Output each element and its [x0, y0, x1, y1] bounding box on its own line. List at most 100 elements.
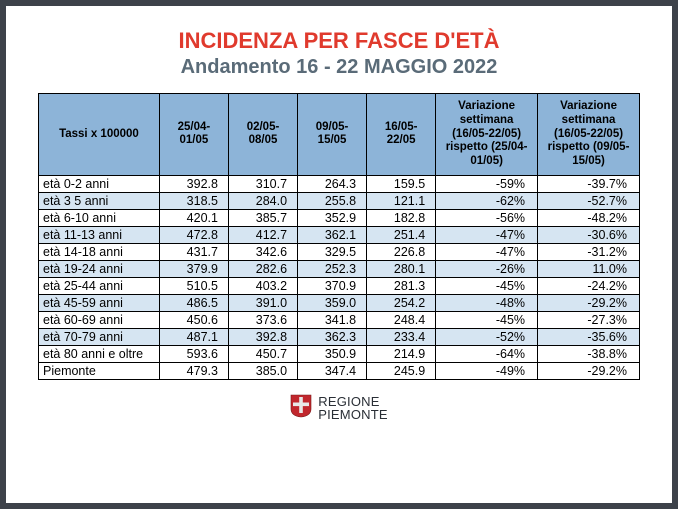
cell-variation: -35.6% — [538, 328, 640, 345]
cell-value: 282.6 — [228, 260, 297, 277]
table-row: età 45-59 anni486.5391.0359.0254.2-48%-2… — [39, 294, 640, 311]
cell-variation: -64% — [436, 345, 538, 362]
cell-variation: -47% — [436, 243, 538, 260]
cell-value: 121.1 — [367, 192, 436, 209]
cell-variation: -48.2% — [538, 209, 640, 226]
col-header-var2: Variazione settimana (16/05-22/05) rispe… — [538, 94, 640, 176]
col-header-week1: 25/04-01/05 — [159, 94, 228, 176]
cell-variation: -45% — [436, 277, 538, 294]
cell-variation: -31.2% — [538, 243, 640, 260]
cell-variation: -24.2% — [538, 277, 640, 294]
cell-value: 310.7 — [228, 175, 297, 192]
table-row: Piemonte479.3385.0347.4245.9-49%-29.2% — [39, 362, 640, 379]
cell-value: 479.3 — [159, 362, 228, 379]
cell-value: 420.1 — [159, 209, 228, 226]
table-row: età 70-79 anni487.1392.8362.3233.4-52%-3… — [39, 328, 640, 345]
cell-variation: -52.7% — [538, 192, 640, 209]
cell-variation: 11.0% — [538, 260, 640, 277]
cell-variation: -52% — [436, 328, 538, 345]
cell-value: 264.3 — [298, 175, 367, 192]
cell-value: 510.5 — [159, 277, 228, 294]
cell-variation: -26% — [436, 260, 538, 277]
cell-variation: -48% — [436, 294, 538, 311]
cell-variation: -29.2% — [538, 294, 640, 311]
row-label: età 60-69 anni — [39, 311, 160, 328]
cell-value: 391.0 — [228, 294, 297, 311]
row-label: età 25-44 anni — [39, 277, 160, 294]
cell-variation: -49% — [436, 362, 538, 379]
cell-value: 392.8 — [159, 175, 228, 192]
cell-value: 450.6 — [159, 311, 228, 328]
cell-value: 347.4 — [298, 362, 367, 379]
cell-variation: -45% — [436, 311, 538, 328]
cell-value: 403.2 — [228, 277, 297, 294]
document-frame: INCIDENZA PER FASCE D'ETÀ Andamento 16 -… — [0, 0, 678, 509]
footer-text: REGIONE PIEMONTE — [318, 395, 388, 421]
page-subtitle: Andamento 16 - 22 MAGGIO 2022 — [38, 56, 640, 79]
table-row: età 80 anni e oltre593.6450.7350.9214.9-… — [39, 345, 640, 362]
cell-value: 486.5 — [159, 294, 228, 311]
col-header-week3: 09/05-15/05 — [298, 94, 367, 176]
cell-value: 593.6 — [159, 345, 228, 362]
cell-value: 159.5 — [367, 175, 436, 192]
table-row: età 0-2 anni392.8310.7264.3159.5-59%-39.… — [39, 175, 640, 192]
cell-value: 318.5 — [159, 192, 228, 209]
table-row: età 60-69 anni450.6373.6341.8248.4-45%-2… — [39, 311, 640, 328]
cell-value: 362.1 — [298, 226, 367, 243]
cell-variation: -29.2% — [538, 362, 640, 379]
regione-shield-icon — [290, 394, 312, 423]
table-row: età 6-10 anni420.1385.7352.9182.8-56%-48… — [39, 209, 640, 226]
table-body: età 0-2 anni392.8310.7264.3159.5-59%-39.… — [39, 175, 640, 379]
row-label: età 3 5 anni — [39, 192, 160, 209]
cell-value: 352.9 — [298, 209, 367, 226]
cell-value: 362.3 — [298, 328, 367, 345]
cell-value: 359.0 — [298, 294, 367, 311]
cell-value: 350.9 — [298, 345, 367, 362]
cell-variation: -59% — [436, 175, 538, 192]
cell-variation: -38.8% — [538, 345, 640, 362]
cell-value: 450.7 — [228, 345, 297, 362]
cell-value: 251.4 — [367, 226, 436, 243]
cell-value: 255.8 — [298, 192, 367, 209]
col-header-week4: 16/05-22/05 — [367, 94, 436, 176]
cell-value: 226.8 — [367, 243, 436, 260]
cell-variation: -47% — [436, 226, 538, 243]
cell-value: 329.5 — [298, 243, 367, 260]
cell-value: 182.8 — [367, 209, 436, 226]
row-label: Piemonte — [39, 362, 160, 379]
col-header-var1: Variazione settimana (16/05-22/05) rispe… — [436, 94, 538, 176]
page-title: INCIDENZA PER FASCE D'ETÀ — [38, 28, 640, 54]
cell-value: 379.9 — [159, 260, 228, 277]
table-row: età 25-44 anni510.5403.2370.9281.3-45%-2… — [39, 277, 640, 294]
cell-variation: -62% — [436, 192, 538, 209]
footer-line2: PIEMONTE — [318, 407, 388, 422]
cell-value: 248.4 — [367, 311, 436, 328]
cell-value: 341.8 — [298, 311, 367, 328]
cell-value: 342.6 — [228, 243, 297, 260]
footer: REGIONE PIEMONTE — [38, 394, 640, 423]
cell-value: 233.4 — [367, 328, 436, 345]
row-label: età 70-79 anni — [39, 328, 160, 345]
row-label: età 19-24 anni — [39, 260, 160, 277]
row-label: età 45-59 anni — [39, 294, 160, 311]
row-label: età 6-10 anni — [39, 209, 160, 226]
row-label: età 11-13 anni — [39, 226, 160, 243]
cell-value: 392.8 — [228, 328, 297, 345]
col-header-week2: 02/05-08/05 — [228, 94, 297, 176]
cell-value: 385.7 — [228, 209, 297, 226]
cell-value: 472.8 — [159, 226, 228, 243]
cell-value: 214.9 — [367, 345, 436, 362]
cell-value: 245.9 — [367, 362, 436, 379]
row-label: età 14-18 anni — [39, 243, 160, 260]
col-header-label: Tassi x 100000 — [39, 94, 160, 176]
table-row: età 19-24 anni379.9282.6252.3280.1-26%11… — [39, 260, 640, 277]
cell-value: 385.0 — [228, 362, 297, 379]
cell-value: 487.1 — [159, 328, 228, 345]
cell-variation: -27.3% — [538, 311, 640, 328]
row-label: età 0-2 anni — [39, 175, 160, 192]
cell-value: 252.3 — [298, 260, 367, 277]
table-row: età 3 5 anni318.5284.0255.8121.1-62%-52.… — [39, 192, 640, 209]
cell-value: 412.7 — [228, 226, 297, 243]
cell-variation: -56% — [436, 209, 538, 226]
table-row: età 14-18 anni431.7342.6329.5226.8-47%-3… — [39, 243, 640, 260]
